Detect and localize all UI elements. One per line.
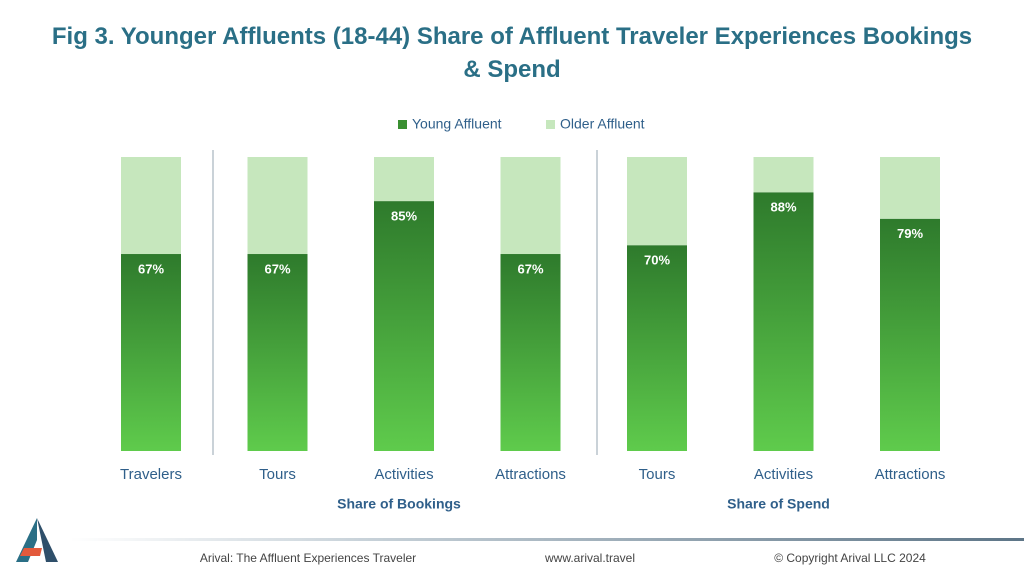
x-tick-label: Activities [754, 466, 813, 483]
value-label: 67% [264, 261, 290, 276]
bar-segment [627, 245, 687, 451]
group-label: Share of Spend [727, 496, 830, 512]
bar-segment [627, 157, 687, 246]
value-label: 70% [644, 253, 670, 268]
group-label: Share of Bookings [337, 496, 461, 512]
bar-segment [121, 254, 181, 451]
x-tick-label: Attractions [495, 466, 566, 483]
footer-copyright: © Copyright Arival LLC 2024 [774, 551, 926, 565]
bar-segment [880, 218, 940, 451]
logo [16, 518, 58, 562]
footer-source: Arival: The Affluent Experiences Travele… [200, 551, 416, 565]
chart-title: Fig 3. Younger Affluents (18-44) Share o… [51, 23, 973, 83]
bar-segment [500, 254, 561, 451]
value-label: 85% [391, 209, 417, 224]
x-tick-label: Tours [259, 466, 296, 483]
legend-label: Older Affluent [560, 116, 645, 132]
bar-segment [374, 201, 434, 451]
bar-segment [753, 192, 814, 451]
value-label: 67% [138, 261, 164, 276]
x-tick-label: Tours [639, 466, 676, 483]
bar-segment [500, 157, 561, 255]
bar-segment [374, 157, 434, 202]
footer-rule [70, 538, 1024, 541]
bar-segment [753, 157, 814, 193]
legend-swatch [546, 120, 555, 129]
value-label: 67% [517, 261, 543, 276]
footer-url: www.arival.travel [544, 551, 635, 565]
value-label: 88% [770, 200, 796, 215]
x-tick-label: Attractions [875, 466, 946, 483]
legend-swatch [398, 120, 407, 129]
value-label: 79% [897, 226, 923, 241]
x-tick-label: Activities [374, 466, 433, 483]
legend-label: Young Affluent [412, 116, 502, 132]
x-tick-label: Travelers [120, 466, 182, 483]
bar-segment [247, 254, 308, 451]
bar-segment [121, 157, 181, 255]
bar-segment [880, 157, 940, 219]
bar-segment [247, 157, 308, 255]
